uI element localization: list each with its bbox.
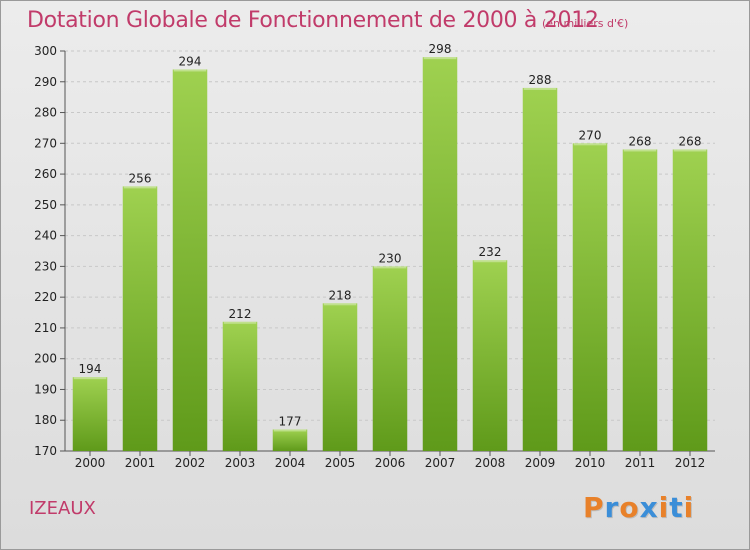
chart-title: Dotation Globale de Fonctionnement de 20… bbox=[27, 8, 599, 33]
x-tick-label: 2008 bbox=[475, 456, 506, 470]
x-tick-label: 2001 bbox=[125, 456, 156, 470]
bar-value-label: 268 bbox=[629, 134, 652, 148]
x-tick-label: 2009 bbox=[525, 456, 556, 470]
bar bbox=[472, 260, 508, 451]
y-tick-label: 190 bbox=[34, 382, 57, 396]
bar-highlight bbox=[373, 266, 407, 269]
bar-value-label: 230 bbox=[379, 251, 402, 265]
y-tick-label: 220 bbox=[34, 290, 57, 304]
bar bbox=[272, 429, 308, 451]
bar-highlight bbox=[323, 303, 357, 306]
y-tick-label: 270 bbox=[34, 136, 57, 150]
bars bbox=[72, 57, 708, 452]
commune-name: IZEAUX bbox=[29, 498, 96, 519]
bar-highlight bbox=[573, 143, 607, 146]
x-tick-label: 2011 bbox=[625, 456, 656, 470]
bar-value-label: 177 bbox=[279, 414, 302, 428]
bar bbox=[222, 321, 258, 451]
bar-highlight bbox=[173, 69, 207, 72]
bar-highlight bbox=[273, 429, 307, 432]
x-tick-label: 2002 bbox=[175, 456, 206, 470]
bar bbox=[422, 57, 458, 452]
bar-highlight bbox=[123, 186, 157, 189]
bar-value-label: 294 bbox=[179, 54, 202, 68]
y-tick-label: 260 bbox=[34, 167, 57, 181]
y-tick-label: 250 bbox=[34, 198, 57, 212]
bar-value-label: 194 bbox=[79, 362, 102, 376]
x-tick-label: 2005 bbox=[325, 456, 356, 470]
y-tick-label: 180 bbox=[34, 413, 57, 427]
bar-value-label: 298 bbox=[429, 42, 452, 56]
bar-value-label: 288 bbox=[529, 73, 552, 87]
proxiti-logo[interactable]: Proxiti bbox=[583, 491, 694, 524]
unit-note: (en milliers d'€) bbox=[542, 17, 629, 30]
logo-letter: o bbox=[619, 491, 640, 524]
bar-highlight bbox=[623, 149, 657, 152]
bar-highlight bbox=[673, 149, 707, 152]
bar-value-label: 232 bbox=[479, 245, 502, 259]
bar-highlight bbox=[473, 260, 507, 263]
bar-value-label: 268 bbox=[679, 134, 702, 148]
bar bbox=[172, 69, 208, 451]
y-tick-label: 280 bbox=[34, 106, 57, 120]
bar-value-label: 270 bbox=[579, 128, 602, 142]
bar bbox=[122, 186, 158, 451]
bar-value-label: 212 bbox=[229, 307, 252, 321]
bar-value-label: 256 bbox=[129, 171, 152, 185]
x-tick-label: 2012 bbox=[675, 456, 706, 470]
bar-highlight bbox=[523, 87, 557, 90]
x-tick-label: 2007 bbox=[425, 456, 456, 470]
y-tick-label: 230 bbox=[34, 259, 57, 273]
bar bbox=[322, 303, 358, 451]
bar bbox=[572, 143, 608, 452]
x-tick-label: 2000 bbox=[75, 456, 106, 470]
bar bbox=[372, 266, 408, 451]
labels: 170 180 190 200 210 220 230 240 250 260 270 280 290 3… bbox=[34, 42, 705, 470]
logo-letter: t bbox=[669, 491, 684, 524]
logo-letter: x bbox=[639, 491, 659, 524]
bar bbox=[672, 149, 708, 451]
logo-letter: i bbox=[683, 491, 695, 524]
bar-highlight bbox=[223, 321, 257, 324]
y-tick-label: 170 bbox=[34, 444, 57, 458]
y-tick-label: 200 bbox=[34, 352, 57, 366]
bar bbox=[72, 377, 108, 451]
x-tick-label: 2010 bbox=[575, 456, 606, 470]
bar-highlight bbox=[73, 377, 107, 380]
logo-letter: r bbox=[604, 491, 620, 524]
y-tick-label: 210 bbox=[34, 321, 57, 335]
bar-highlight bbox=[423, 57, 457, 60]
y-tick-label: 300 bbox=[34, 44, 57, 58]
x-tick-label: 2004 bbox=[275, 456, 306, 470]
logo-letter: P bbox=[583, 491, 605, 524]
x-tick-label: 2006 bbox=[375, 456, 406, 470]
bar-value-label: 218 bbox=[329, 288, 352, 302]
x-tick-label: 2003 bbox=[225, 456, 256, 470]
bar bbox=[522, 87, 558, 451]
logo-letter: i bbox=[658, 491, 670, 524]
y-tick-label: 290 bbox=[34, 75, 57, 89]
y-tick-label: 240 bbox=[34, 229, 57, 243]
bar bbox=[622, 149, 658, 451]
